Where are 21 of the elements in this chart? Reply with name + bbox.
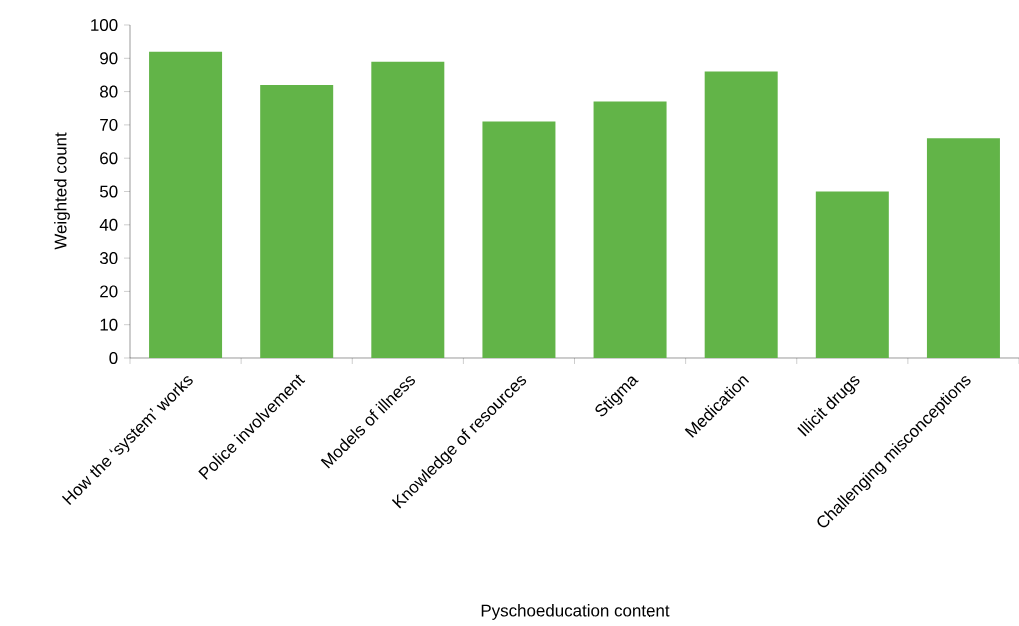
y-axis-title: Weighted count: [54, 132, 70, 250]
y-tick-label: 100: [91, 19, 118, 31]
bar: [149, 51, 223, 358]
bar: [815, 191, 889, 358]
bar: [371, 61, 445, 358]
bar: [482, 121, 556, 358]
y-tick-label: 70: [100, 118, 118, 131]
y-tick-label: 90: [100, 52, 118, 65]
y-tick-label: 60: [100, 152, 118, 165]
y-tick-label: 20: [100, 285, 118, 298]
bar: [593, 101, 667, 358]
y-tick-label: 30: [99, 252, 118, 265]
bar: [926, 138, 1000, 358]
y-tick-label: 0: [109, 352, 118, 364]
bar: [704, 71, 778, 358]
x-axis-title: Pyschoeducation content: [481, 604, 670, 620]
y-tick-label: 80: [100, 85, 118, 98]
bar: [260, 84, 334, 358]
y-tick-label: 50: [99, 185, 118, 198]
y-tick-label: 40: [99, 218, 118, 231]
y-tick-label: 10: [100, 318, 118, 331]
